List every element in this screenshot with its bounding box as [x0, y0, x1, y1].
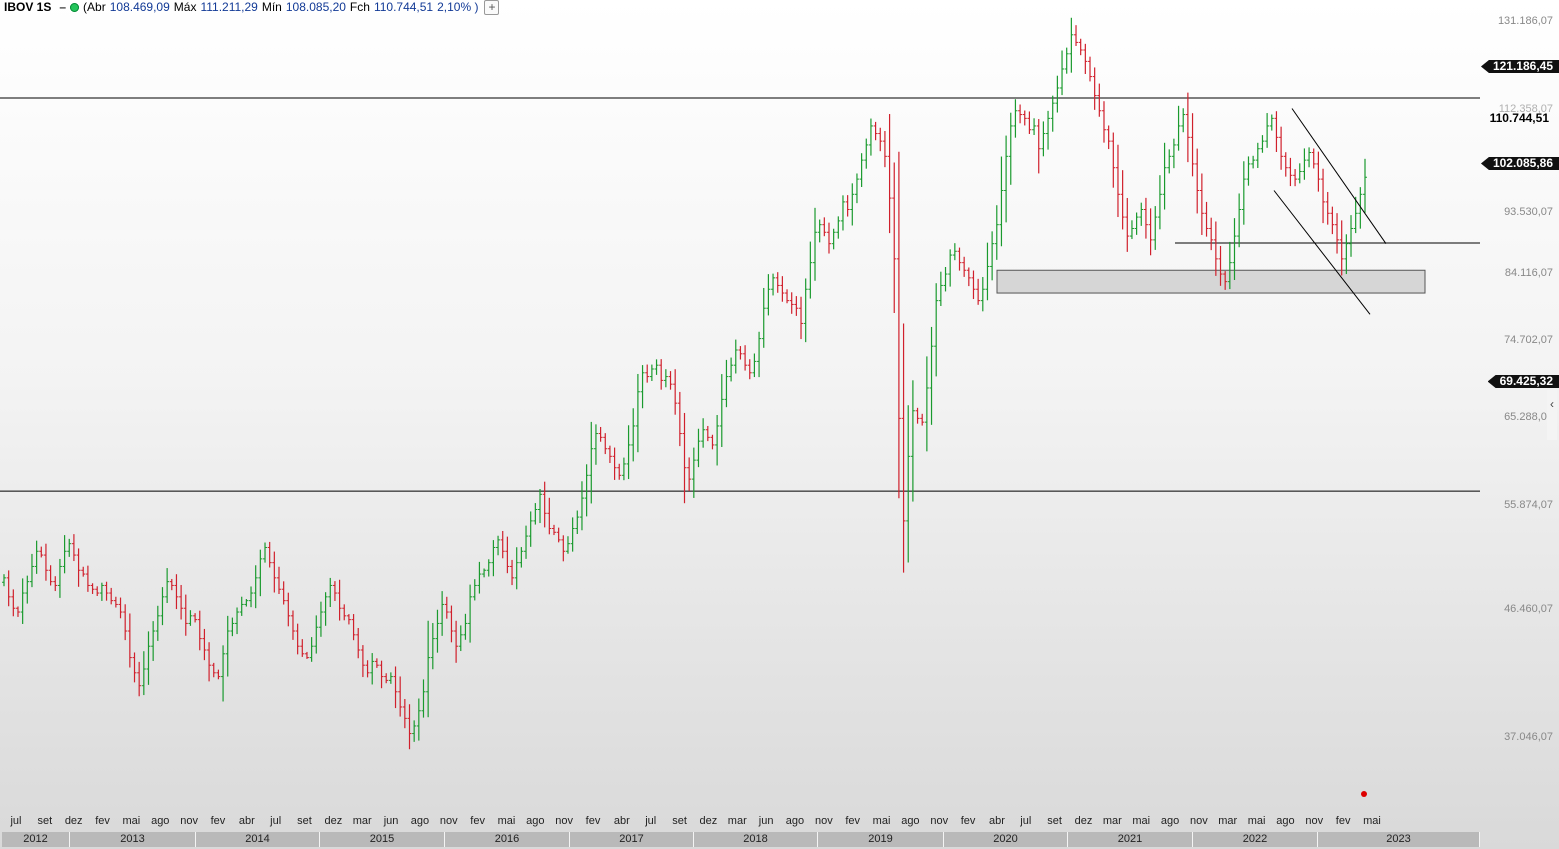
month-tick-label: ago [1160, 815, 1180, 827]
month-tick-label: ago [410, 815, 430, 827]
year-band-label: 2014 [196, 832, 320, 847]
month-tick-label: mar [1102, 815, 1122, 827]
month-tick-label: nov [1190, 815, 1208, 827]
month-tick-label: dez [699, 815, 718, 827]
month-tick-label: nov [930, 815, 949, 827]
level-tag-resistance[interactable]: 121.186,45 [1480, 60, 1559, 73]
y-tick-label: 46.460,07 [1504, 603, 1553, 615]
month-tick-label: set [297, 815, 312, 827]
month-tick-label: nov [1305, 815, 1324, 827]
high-value: 111.211,29 [200, 0, 258, 14]
month-tick-label: set [672, 815, 687, 827]
month-tick-label: dez [64, 815, 83, 827]
channel-upper-line [1291, 108, 1387, 244]
high-label: Máx [173, 0, 197, 14]
month-tick-label: fev [210, 815, 226, 827]
month-tick-label: mai [1247, 815, 1266, 827]
last-price-tag: 110.744,51 [1489, 111, 1549, 125]
month-tick-label: abr [238, 815, 255, 827]
support-zone [996, 269, 1426, 294]
y-tick-label: 65.288,07 [1504, 411, 1553, 423]
year-band-label: 2020 [944, 832, 1068, 847]
close-value: 110.744,51 [373, 0, 434, 14]
y-tick-label: 93.530,07 [1504, 206, 1553, 218]
month-tick-label: nov [439, 815, 458, 827]
year-band-label: 2019 [818, 832, 944, 847]
year-band-label: 2016 [445, 832, 570, 847]
month-tick-label: set [1047, 815, 1062, 827]
month-tick-label: nov [180, 815, 198, 827]
month-tick-label: abr [988, 815, 1005, 827]
y-tick-label: 131.186,07 [1497, 15, 1553, 27]
month-tick-label: jul [270, 815, 282, 827]
month-tick-label: ago [785, 815, 805, 827]
year-band-label: 2018 [694, 832, 818, 847]
year-band-label: 2023 [1318, 832, 1480, 847]
month-tick-label: fev [845, 815, 861, 827]
month-tick-label: fev [960, 815, 976, 827]
month-tick-label: ago [901, 815, 920, 827]
y-tick-label: 37.046,07 [1504, 731, 1553, 743]
month-tick-label: dez [324, 815, 343, 827]
add-indicator-button[interactable]: + [484, 0, 500, 15]
event-marker-icon[interactable] [1361, 791, 1367, 797]
month-tick-label: nov [814, 815, 833, 827]
month-tick-label: fev [585, 815, 601, 827]
collapse-panel-icon[interactable]: ‹ [1547, 390, 1557, 440]
month-tick-label: abr [613, 815, 630, 827]
month-tick-label: jun [383, 815, 399, 827]
change-value: 2,10% ) [437, 0, 479, 14]
year-band-label: 2017 [570, 832, 694, 847]
month-tick-label: ago [151, 815, 170, 827]
month-tick-label: fev [95, 815, 110, 827]
channel-lower-line [1273, 190, 1371, 315]
year-band-label: 2012 [2, 832, 70, 847]
symbol-label[interactable]: IBOV 1S [4, 0, 52, 14]
month-tick-label: set [37, 815, 53, 827]
low-value: 108.085,20 [285, 0, 346, 14]
y-tick-label: 74.702,07 [1504, 334, 1553, 346]
month-tick-label: dez [1074, 815, 1093, 827]
month-tick-label: mai [1132, 815, 1151, 827]
y-tick-label: 112.358,07 [1498, 103, 1553, 115]
month-tick-label: mar [352, 815, 372, 827]
level-tag-support[interactable]: 102.085,86 [1480, 157, 1559, 170]
month-tick-label: mar [727, 815, 747, 827]
month-tick-label: mai [497, 815, 516, 827]
year-band-label: 2022 [1193, 832, 1318, 847]
month-tick-label: mai [122, 815, 141, 827]
open-label: (Abr [83, 0, 106, 14]
collapse-icon[interactable]: – [59, 0, 67, 14]
close-label: Fch [349, 0, 370, 14]
symbol-header: IBOV 1S – (Abr 108.469,09 Máx 111.211,29… [4, 0, 500, 15]
year-band-label: 2013 [70, 832, 196, 847]
month-tick-label: mai [1363, 815, 1381, 827]
month-tick-label: fev [470, 815, 485, 827]
month-tick-label: mar [1218, 815, 1238, 827]
month-tick-label: ago [1276, 815, 1295, 827]
month-tick-label: nov [555, 815, 574, 827]
month-tick-label: fev [1335, 815, 1351, 827]
open-value: 108.469,09 [109, 0, 170, 14]
month-tick-label: jul [645, 815, 657, 827]
low-label: Mín [261, 0, 282, 14]
month-tick-label: mai [872, 815, 891, 827]
level-tag-lower[interactable]: 69.425,32 [1487, 375, 1559, 388]
year-band-label: 2015 [320, 832, 445, 847]
month-tick-label: jul [10, 815, 22, 827]
month-tick-label: jun [758, 815, 774, 827]
y-tick-label: 84.116,07 [1504, 267, 1553, 279]
month-tick-label: ago [526, 815, 545, 827]
y-tick-label: 55.874,07 [1504, 499, 1553, 511]
status-dot-icon [70, 2, 80, 12]
year-band-label: 2021 [1068, 832, 1193, 847]
month-tick-label: jul [1020, 815, 1032, 827]
